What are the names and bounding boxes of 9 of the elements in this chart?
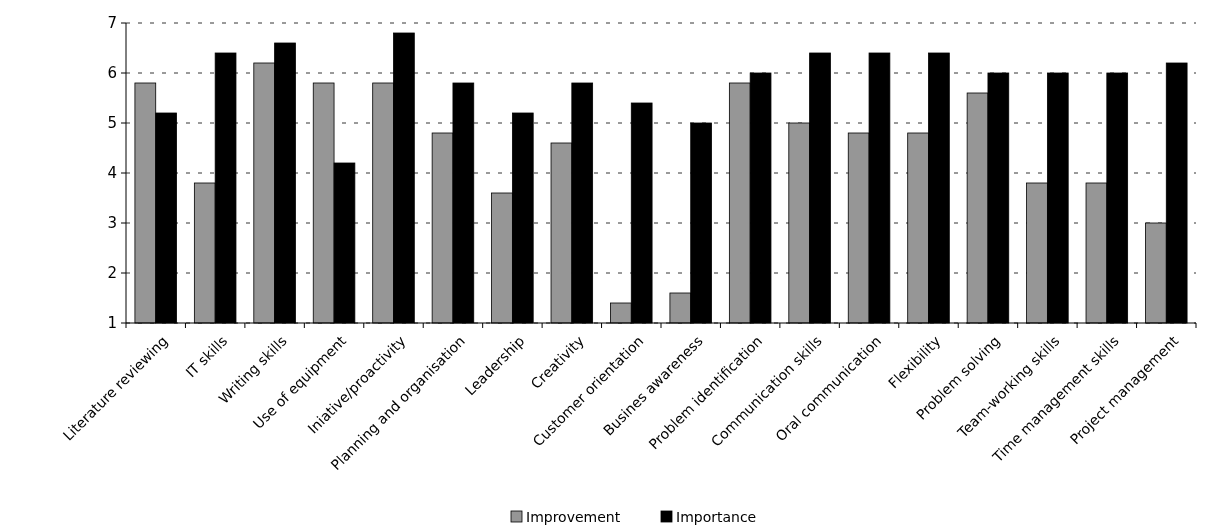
y-tick-label: 5 <box>107 114 117 133</box>
y-tick-label: 1 <box>107 314 117 333</box>
y-tick-label: 3 <box>107 214 117 233</box>
y-tick-label: 4 <box>107 164 117 183</box>
y-tick-label: 6 <box>107 64 117 83</box>
y-tick-label: 2 <box>107 264 117 283</box>
legend-label: Importance <box>676 508 757 525</box>
legend-label: Improvement <box>526 508 621 525</box>
y-tick-label: 7 <box>107 14 117 33</box>
